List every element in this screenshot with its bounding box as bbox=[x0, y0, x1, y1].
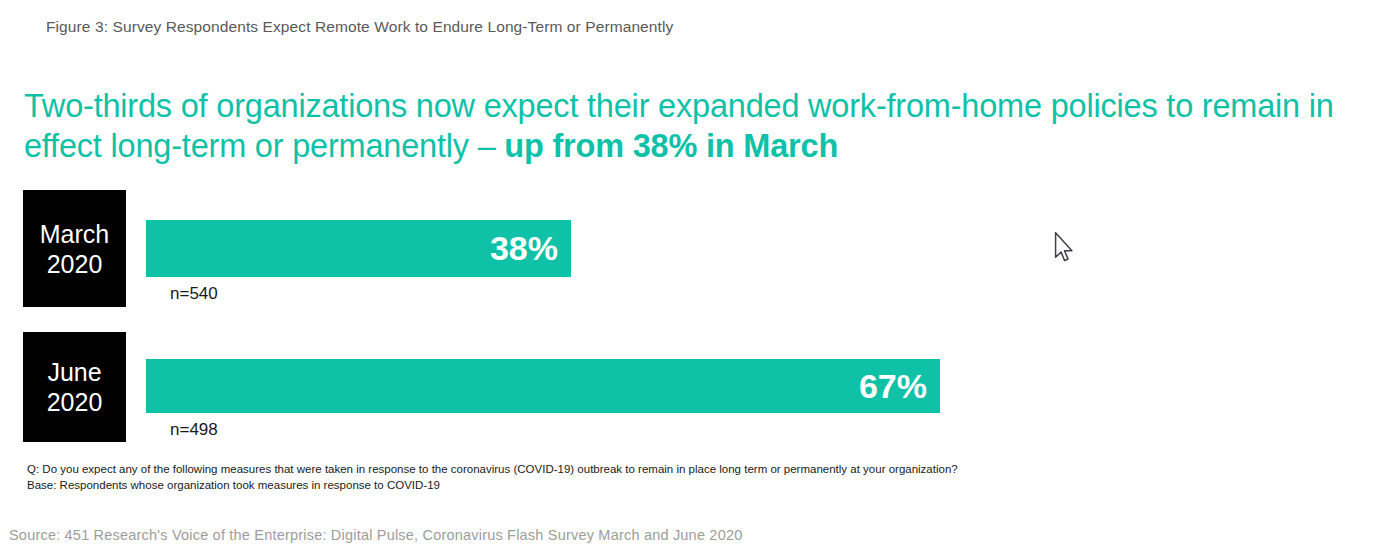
chart-headline-bold: up from 38% in March bbox=[504, 128, 838, 164]
bar-value-label-march: 38% bbox=[490, 229, 558, 268]
chart-headline: Two-thirds of organizations now expect t… bbox=[24, 86, 1376, 166]
footnote-base: Base: Respondents whose organization too… bbox=[27, 478, 958, 494]
bar-march-2020: 38% bbox=[146, 220, 571, 277]
category-label-march-2020: March 2020 bbox=[23, 190, 126, 307]
footnote: Q: Do you expect any of the following me… bbox=[27, 462, 958, 493]
mouse-cursor-icon bbox=[1053, 231, 1075, 263]
sample-size-june: n=498 bbox=[170, 420, 218, 440]
bar-value-label-june: 67% bbox=[859, 367, 927, 406]
source-attribution: Source: 451 Research's Voice of the Ente… bbox=[9, 527, 742, 543]
figure-caption: Figure 3: Survey Respondents Expect Remo… bbox=[46, 18, 673, 36]
footnote-question: Q: Do you expect any of the following me… bbox=[27, 462, 958, 478]
bar-june-2020: 67% bbox=[146, 359, 940, 413]
sample-size-march: n=540 bbox=[170, 284, 218, 304]
report-figure-page: Figure 3: Survey Respondents Expect Remo… bbox=[0, 0, 1392, 557]
category-label-june-2020: June 2020 bbox=[23, 332, 126, 442]
